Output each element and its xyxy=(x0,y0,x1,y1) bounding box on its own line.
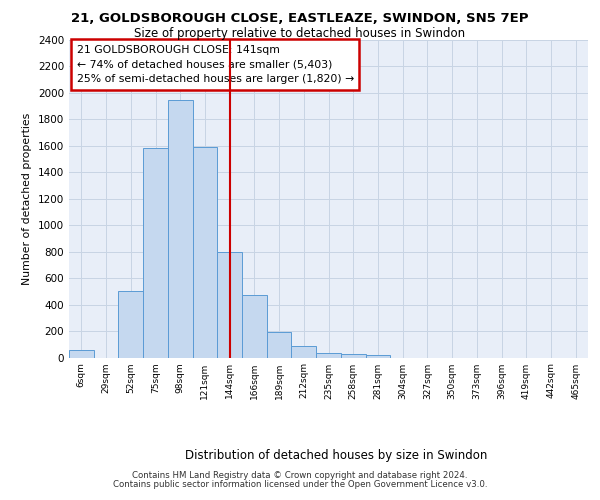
Y-axis label: Number of detached properties: Number of detached properties xyxy=(22,112,32,285)
Bar xyxy=(193,147,217,358)
Bar xyxy=(242,294,267,358)
Bar xyxy=(69,350,94,358)
Bar xyxy=(168,100,193,358)
Bar xyxy=(118,292,143,358)
Bar xyxy=(341,354,365,358)
Text: 21, GOLDSBOROUGH CLOSE, EASTLEAZE, SWINDON, SN5 7EP: 21, GOLDSBOROUGH CLOSE, EASTLEAZE, SWIND… xyxy=(71,12,529,26)
Text: Contains HM Land Registry data © Crown copyright and database right 2024.: Contains HM Land Registry data © Crown c… xyxy=(132,471,468,480)
Bar xyxy=(292,346,316,358)
Text: Distribution of detached houses by size in Swindon: Distribution of detached houses by size … xyxy=(185,450,487,462)
Text: 21 GOLDSBOROUGH CLOSE: 141sqm
← 74% of detached houses are smaller (5,403)
25% o: 21 GOLDSBOROUGH CLOSE: 141sqm ← 74% of d… xyxy=(77,45,354,84)
Bar xyxy=(143,148,168,358)
Text: Contains public sector information licensed under the Open Government Licence v3: Contains public sector information licen… xyxy=(113,480,487,489)
Bar xyxy=(267,332,292,357)
Bar xyxy=(217,252,242,358)
Text: Size of property relative to detached houses in Swindon: Size of property relative to detached ho… xyxy=(134,28,466,40)
Bar xyxy=(316,353,341,358)
Bar xyxy=(365,355,390,358)
